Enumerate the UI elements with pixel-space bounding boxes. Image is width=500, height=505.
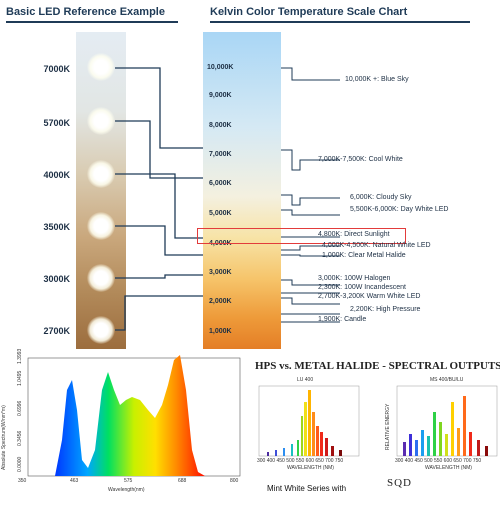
- direct-sunlight-highlight: [197, 228, 406, 244]
- ms400-xticks: 300 400 450 500 550 600 650 700 750: [395, 458, 481, 464]
- kelvin-color-scale: [203, 32, 281, 349]
- ann-candle: 1,900K: Candle: [318, 316, 367, 323]
- scale-tick-1000: 1,000K: [209, 328, 232, 335]
- ann-incandescent: 2,300K: 100W Incandescent: [318, 284, 406, 291]
- lu400-xlabel: WAVELENGTH (NM): [287, 465, 334, 471]
- spectrum-ytick-4: 1.3993: [17, 348, 23, 364]
- led-label-2700k: 2700K: [43, 326, 70, 336]
- spectrum-ylabel: Absolute Spectrum(W/nm*m): [1, 405, 7, 470]
- sqd-logo: SQD: [387, 477, 413, 489]
- lu400-xtick-550: 550: [295, 458, 305, 464]
- led-label-3500k: 3500K: [43, 222, 70, 232]
- scale-tick-2000: 2,000K: [209, 298, 232, 305]
- spectral-bars: [258, 385, 498, 457]
- ann-high-pressure: 2,200K: High Pressure: [350, 306, 421, 313]
- ms400-ylabel: RELATIVE ENERGY: [385, 403, 391, 450]
- led-label-4000k: 4000K: [43, 170, 70, 180]
- ann-natural-white: 4,000K-4,500K: Natural White LED: [322, 242, 431, 249]
- led-reference-title: Basic LED Reference Example: [6, 6, 165, 18]
- lu400-xticks: 300 400 450 500 550 600 650 700 750: [257, 458, 343, 464]
- ms400-xlabel: WAVELENGTH (NM): [425, 465, 472, 471]
- ms400-xtick-750: 750: [472, 458, 482, 464]
- led-label-5700k: 5700K: [43, 118, 70, 128]
- scale-tick-8000: 8,000K: [209, 122, 232, 129]
- lu400-xtick-700: 700: [325, 458, 334, 464]
- lu400-xtick-450: 450: [276, 458, 285, 464]
- led-3000k: [87, 264, 115, 292]
- spectrum-curve: [28, 355, 240, 476]
- ms400-xtick-450: 450: [414, 458, 423, 464]
- led-label-3000k: 3000K: [43, 274, 70, 284]
- scale-tick-5000: 5,000K: [209, 210, 232, 217]
- ann-cloudy-sky: 6,000K: Cloudy Sky: [350, 194, 412, 201]
- led-5700k: [87, 107, 115, 135]
- led-7000k: [87, 53, 115, 81]
- lu400-xtick-600: 600: [305, 458, 315, 464]
- ms400-xtick-650: 650: [453, 458, 462, 464]
- spectral-outputs-panel: HPS vs. METAL HALIDE - SPECTRAL OUTPUTS …: [247, 350, 500, 500]
- ms400-bars: [403, 396, 488, 456]
- led-2700k: [87, 316, 115, 344]
- spectrum-xtick-0: 350: [18, 478, 27, 484]
- lu400-xtick-300: 300: [257, 458, 266, 464]
- right-header-rule: [210, 21, 470, 23]
- scale-tick-9000: 9,000K: [209, 92, 232, 99]
- spectrum-ytick-2: 0.6996: [17, 400, 23, 416]
- led-label-7000k: 7000K: [43, 64, 70, 74]
- ms400-subtitle: MS 400/BU/LU: [430, 377, 464, 383]
- led-4000k: [87, 160, 115, 188]
- lu400-subtitle: LU 400: [297, 377, 314, 383]
- ann-blue-sky: 10,000K +: Blue Sky: [345, 76, 409, 83]
- spectrum-xtick-1: 463: [70, 478, 79, 484]
- left-header-rule: [6, 21, 178, 23]
- ms400-xtick-550: 550: [433, 458, 443, 464]
- ms400-xtick-300: 300: [395, 458, 404, 464]
- spectral-outputs-title: HPS vs. METAL HALIDE - SPECTRAL OUTPUTS: [255, 360, 500, 372]
- lu400-xtick-650: 650: [315, 458, 324, 464]
- ann-day-white: 5,500K-6,000K: Day White LED: [350, 206, 449, 213]
- ann-warm-white: 2,700K-3,200K Warm White LED: [318, 293, 421, 300]
- scale-tick-7000: 7,000K: [209, 151, 232, 158]
- spectrum-panel: Absolute Spectrum(W/nm*m) 0.0000 0.3456 …: [0, 348, 247, 500]
- scale-tick-6000: 6,000K: [209, 180, 232, 187]
- lu400-xtick-400: 400: [266, 458, 276, 464]
- led-strip: [76, 32, 126, 349]
- spectrum-ytick-3: 1.0495: [17, 370, 23, 386]
- spectrum-ytick-0: 0.0000: [17, 456, 23, 472]
- lu400-bars: [267, 390, 342, 456]
- ms400-xtick-600: 600: [443, 458, 453, 464]
- led-3500k: [87, 212, 115, 240]
- spectrum-xlabel: Wavelength(nm): [108, 487, 145, 493]
- scale-tick-3000: 3,000K: [209, 269, 232, 276]
- connector-lines: [115, 67, 340, 331]
- ms400-xtick-500: 500: [424, 458, 433, 464]
- spectrum-ytick-1: 0.3456: [17, 430, 23, 446]
- ann-cool-white: 7,000K-7,500K: Cool White: [318, 156, 403, 163]
- ann-direct-sunlight: 4,800K: Direct Sunlight: [318, 231, 390, 238]
- scale-tick-10000: 10,000K: [207, 64, 234, 71]
- ann-halogen: 3,000K: 100W Halogen: [318, 275, 391, 282]
- spectrum-xtick-4: 800: [230, 478, 239, 484]
- spectrum-xtick-3: 688: [178, 478, 187, 484]
- lu400-xtick-750: 750: [334, 458, 344, 464]
- ann-clear-metal-halide: 1,000K: Clear Metal Halide: [322, 252, 406, 259]
- spectrum-xtick-2: 575: [124, 478, 133, 484]
- footer-caption: Mint White Series with: [267, 484, 347, 493]
- kelvin-chart-title: Kelvin Color Temperature Scale Chart: [210, 6, 408, 18]
- ms400-xtick-700: 700: [463, 458, 472, 464]
- ms400-xtick-400: 400: [404, 458, 414, 464]
- spectrum-chart: [27, 355, 241, 477]
- lu400-xtick-500: 500: [286, 458, 295, 464]
